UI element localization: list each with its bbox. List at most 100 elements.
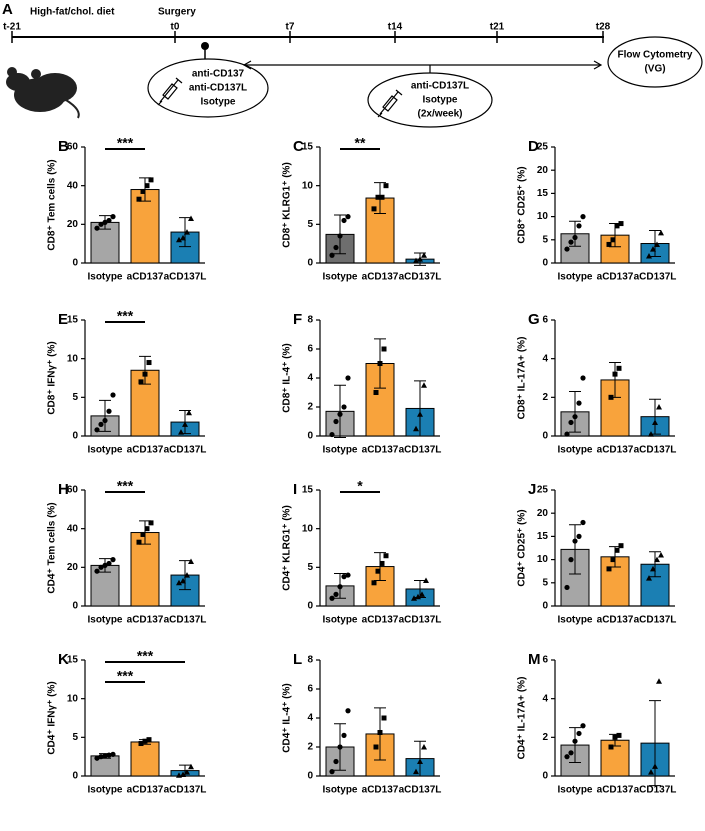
data-point	[383, 183, 389, 189]
data-point	[329, 431, 335, 438]
y-axis-label: CD4⁺ IFNγ⁺ (%)	[47, 681, 58, 754]
data-point	[341, 732, 347, 739]
y-tick-label: 4	[307, 373, 313, 384]
data-point	[345, 214, 351, 220]
time-label: t-21	[3, 22, 21, 33]
x-tick-label: aCD137L	[164, 615, 207, 626]
data-point	[337, 411, 343, 417]
y-tick-label: 0	[542, 258, 548, 269]
x-tick-label: Isotype	[557, 272, 592, 283]
treatment-text: Isotype	[200, 97, 235, 108]
data-point	[618, 221, 624, 227]
bar	[600, 556, 630, 607]
y-tick-label: 8	[307, 655, 313, 666]
significance-label: ***	[117, 478, 134, 494]
surgery-label: Surgery	[158, 7, 196, 18]
data-point	[606, 241, 612, 247]
y-tick-label: 2	[307, 402, 313, 413]
data-point	[417, 256, 423, 262]
x-tick-label: aCD137L	[399, 445, 442, 456]
y-tick-label: 15	[67, 655, 79, 666]
y-tick-label: 0	[72, 431, 78, 442]
x-tick-label: aCD137L	[164, 272, 207, 283]
x-tick-label: Isotype	[557, 785, 592, 796]
error-bar	[569, 727, 581, 763]
data-point	[186, 409, 192, 416]
data-point	[608, 744, 614, 750]
data-point	[110, 557, 116, 563]
data-point	[610, 237, 616, 243]
data-point	[142, 738, 148, 744]
treatment-ellipse	[367, 72, 493, 128]
error-bar	[414, 380, 426, 437]
data-point	[658, 229, 664, 236]
data-point	[572, 414, 578, 420]
data-point	[144, 183, 150, 189]
y-tick-label: 2	[542, 732, 548, 743]
data-point	[568, 419, 574, 426]
data-point	[337, 584, 343, 590]
x-tick-label: aCD137	[597, 272, 634, 283]
y-tick-label: 5	[307, 219, 313, 230]
data-point	[98, 564, 104, 570]
data-point	[576, 533, 582, 540]
panel-letter: D	[528, 138, 539, 155]
y-tick-label: 20	[537, 508, 549, 519]
error-bar	[334, 384, 346, 438]
time-label: t0	[171, 22, 180, 33]
data-point	[411, 595, 417, 601]
significance-label: ***	[117, 135, 134, 151]
y-tick-label: 60	[67, 485, 79, 496]
x-tick-label: aCD137	[597, 445, 634, 456]
treatment-ellipse	[147, 58, 269, 118]
panel-letter: J	[528, 481, 536, 498]
data-point	[421, 382, 427, 388]
error-bar	[649, 700, 661, 787]
data-point	[329, 252, 335, 258]
data-point	[375, 568, 381, 574]
y-axis-label: CD4⁺ IL-4⁺ (%)	[282, 683, 293, 752]
x-tick-label: aCD137L	[399, 785, 442, 796]
y-tick-label: 15	[537, 531, 549, 542]
data-point	[576, 730, 582, 737]
data-point	[140, 531, 146, 537]
data-point	[377, 361, 383, 366]
data-point	[341, 404, 347, 410]
data-point	[110, 392, 116, 398]
data-point	[188, 763, 194, 770]
data-point	[345, 375, 351, 381]
y-axis-label: CD4⁺ CD25⁺ (%)	[517, 509, 528, 586]
y-tick-label: 0	[542, 601, 548, 612]
x-tick-label: aCD137	[597, 785, 634, 796]
data-point	[608, 394, 614, 400]
x-tick-label: aCD137L	[164, 785, 207, 796]
mouse-icon	[6, 67, 80, 119]
data-point	[419, 591, 425, 597]
y-tick-label: 10	[302, 523, 314, 534]
y-tick-label: 10	[302, 180, 314, 191]
data-point	[345, 572, 351, 578]
y-tick-label: 0	[542, 431, 548, 442]
data-point	[138, 741, 144, 747]
error-bar	[569, 220, 581, 247]
data-point	[612, 734, 618, 740]
data-point	[650, 246, 656, 252]
data-point	[144, 526, 150, 532]
data-point	[333, 758, 339, 765]
data-point	[564, 246, 570, 252]
treatment-text: anti-CD137	[192, 69, 245, 80]
y-tick-label: 20	[67, 562, 79, 573]
data-point	[341, 217, 347, 224]
y-tick-label: 0	[307, 601, 313, 612]
y-tick-label: 4	[307, 713, 313, 724]
significance-label: **	[355, 135, 366, 151]
error-bar	[179, 217, 191, 248]
data-point	[614, 547, 620, 553]
y-tick-label: 2	[542, 392, 548, 403]
data-point	[138, 379, 144, 385]
data-point	[184, 229, 190, 235]
